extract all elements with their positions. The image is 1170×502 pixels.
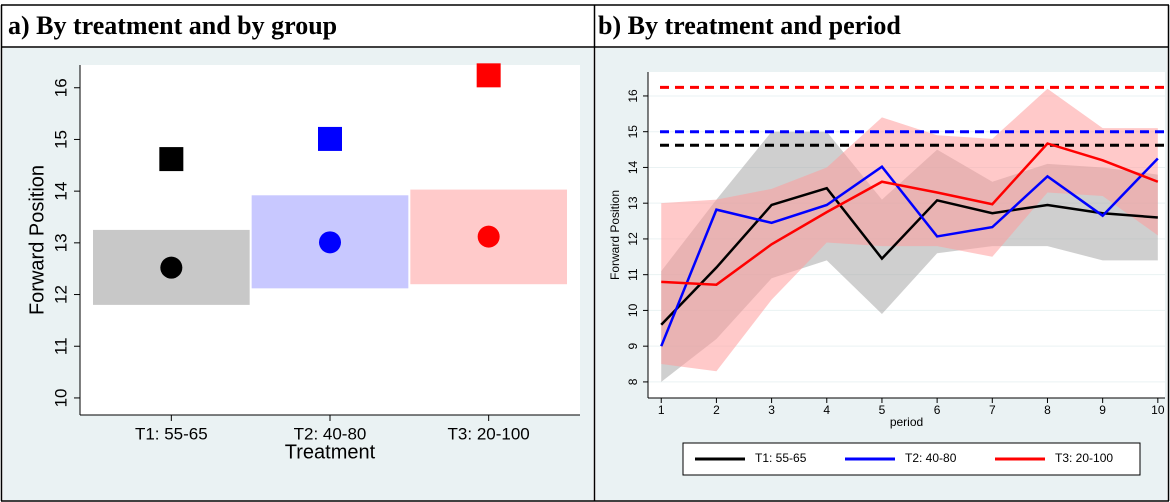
x-tick-label: T3: 20-100 — [448, 424, 530, 443]
mean-dot — [477, 225, 500, 248]
y-tick-label: 12 — [51, 285, 70, 304]
y-tick-label: 15 — [51, 130, 70, 149]
y-tick-label: 13 — [626, 196, 640, 210]
y-tick-label: 10 — [626, 303, 640, 317]
y-tick-label: 14 — [51, 182, 70, 201]
y-tick-label: 16 — [51, 78, 70, 97]
square-marker — [318, 126, 342, 151]
y-tick-label: 10 — [51, 388, 70, 407]
x-tick-label: 7 — [989, 403, 996, 417]
legend-label: T1: 55-65 — [755, 451, 807, 465]
series-line — [661, 142, 1159, 286]
y-axis-title: Forward Position — [26, 165, 48, 315]
square-marker — [159, 147, 184, 172]
x-tick-label: 10 — [1151, 403, 1165, 417]
y-tick-label: 14 — [626, 160, 640, 174]
x-tick-label: 4 — [823, 403, 830, 417]
panel-title: b) By treatment and period — [598, 11, 901, 40]
panel-title: a) By treatment and by group — [8, 11, 337, 40]
legend-box — [682, 442, 1141, 476]
x-axis-title: Treatment — [285, 441, 376, 463]
x-tick-label: T1: 55-65 — [135, 424, 208, 443]
x-tick-label: 8 — [1044, 403, 1051, 417]
series-line — [660, 157, 1159, 347]
y-tick-label: 15 — [626, 125, 640, 139]
y-axis-title: Forward Position — [608, 190, 622, 280]
y-tick-label: 9 — [626, 343, 640, 350]
legend-label: T2: 40-80 — [905, 451, 957, 465]
y-tick-label: 16 — [626, 89, 640, 103]
x-tick-label: 5 — [879, 403, 886, 417]
x-tick-label: 2 — [713, 403, 720, 417]
x-tick-label: 3 — [768, 403, 775, 417]
series-line — [660, 186, 1158, 326]
x-tick-label: 9 — [1099, 403, 1106, 417]
mean-dot — [160, 256, 183, 279]
x-tick-label: T2: 40-80 — [294, 424, 367, 443]
y-tick-label: 8 — [626, 378, 640, 385]
x-tick-label: 1 — [658, 403, 665, 417]
x-axis-title: period — [890, 415, 923, 429]
square-marker — [476, 63, 501, 88]
y-tick-label: 13 — [51, 233, 70, 252]
y-tick-label: 12 — [626, 232, 640, 246]
y-tick-label: 11 — [626, 268, 640, 281]
y-tick-label: 11 — [51, 337, 70, 355]
legend-label: T3: 20-100 — [1055, 451, 1113, 465]
x-tick-label: 6 — [934, 403, 941, 417]
mean-dot — [319, 231, 341, 254]
table-borders — [0, 4, 1170, 502]
